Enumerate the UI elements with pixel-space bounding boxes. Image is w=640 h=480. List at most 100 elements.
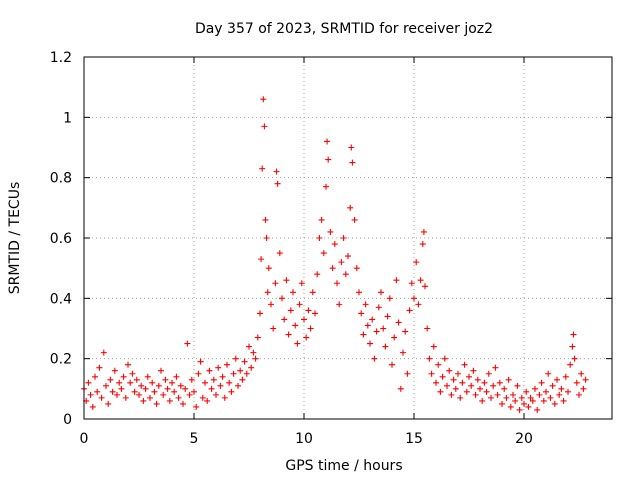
- y-tick-label: 0.2: [50, 352, 72, 368]
- data-point: [197, 358, 204, 365]
- data-point: [448, 391, 455, 398]
- data-point: [485, 370, 492, 377]
- data-point: [237, 367, 244, 374]
- data-point: [518, 394, 525, 401]
- data-point: [175, 394, 182, 401]
- data-point: [268, 301, 274, 308]
- data-point: [184, 340, 191, 347]
- data-point: [470, 367, 477, 374]
- data-point: [331, 241, 338, 248]
- data-point: [262, 216, 269, 223]
- data-point: [210, 376, 217, 383]
- data-point: [147, 394, 153, 401]
- data-point: [510, 391, 516, 398]
- data-point: [455, 370, 461, 377]
- data-point: [534, 406, 541, 413]
- data-point: [136, 391, 142, 398]
- data-point: [105, 400, 112, 407]
- data-point: [580, 385, 587, 392]
- data-point: [492, 364, 499, 371]
- data-points: [81, 96, 589, 413]
- data-point: [324, 138, 331, 145]
- data-point: [367, 340, 373, 347]
- data-point: [264, 289, 271, 296]
- data-point: [386, 295, 393, 302]
- data-point: [191, 388, 197, 395]
- data-point: [199, 394, 206, 401]
- data-point: [494, 391, 501, 398]
- data-point: [408, 280, 415, 287]
- data-point: [551, 400, 558, 407]
- data-point: [307, 325, 314, 332]
- data-point: [259, 165, 266, 172]
- data-point: [345, 253, 351, 260]
- data-point: [435, 361, 442, 368]
- data-point: [279, 295, 285, 302]
- data-point: [373, 328, 380, 335]
- data-point: [415, 301, 422, 308]
- data-point: [417, 277, 424, 284]
- data-point: [459, 379, 466, 386]
- data-point: [565, 388, 571, 395]
- data-point: [206, 367, 213, 374]
- data-point: [100, 349, 107, 356]
- data-point: [420, 228, 427, 235]
- grid-lines: [84, 57, 612, 419]
- data-point: [547, 394, 554, 401]
- data-point: [290, 289, 296, 296]
- y-axis-tick-labels: 0 0.2 0.4 0.6 0.8 1 1.2: [50, 50, 72, 428]
- data-point: [235, 382, 241, 389]
- data-point: [348, 144, 355, 151]
- data-point: [316, 235, 323, 241]
- data-point: [195, 370, 202, 377]
- data-point: [340, 235, 347, 241]
- data-point: [347, 204, 354, 211]
- data-point: [226, 379, 233, 386]
- data-point: [441, 355, 448, 362]
- data-point: [532, 385, 538, 392]
- data-point: [463, 388, 470, 395]
- data-point: [287, 307, 294, 314]
- data-point: [193, 403, 200, 410]
- data-point: [461, 361, 468, 368]
- data-point: [433, 379, 439, 386]
- data-point: [499, 400, 505, 407]
- data-point: [122, 394, 129, 401]
- data-point: [349, 159, 356, 166]
- data-point: [309, 289, 316, 296]
- data-point: [569, 343, 576, 350]
- data-point: [239, 376, 246, 383]
- data-point: [503, 394, 510, 401]
- data-point: [378, 289, 384, 296]
- data-point: [243, 370, 250, 377]
- data-point: [457, 394, 464, 401]
- data-point: [338, 259, 345, 266]
- data-point: [576, 391, 582, 398]
- y-tick-label: 0.8: [50, 171, 72, 187]
- data-point: [305, 307, 312, 314]
- data-point: [384, 313, 391, 320]
- chart-title: Day 357 of 2023, SRMTID for receiver joz…: [195, 21, 493, 37]
- data-point: [358, 310, 365, 317]
- data-point: [512, 397, 519, 404]
- data-point: [125, 361, 131, 368]
- data-point: [283, 277, 290, 284]
- data-point: [162, 376, 169, 383]
- data-point: [94, 388, 101, 395]
- data-point: [516, 406, 523, 413]
- data-point: [389, 361, 395, 368]
- data-point: [501, 385, 508, 392]
- data-point: [258, 256, 265, 263]
- data-point: [483, 388, 490, 395]
- data-point: [567, 361, 574, 368]
- data-point: [85, 379, 92, 386]
- data-point: [472, 391, 479, 398]
- data-point: [507, 403, 514, 410]
- data-point: [270, 325, 277, 332]
- data-point: [562, 373, 569, 380]
- data-point: [428, 370, 435, 377]
- x-axis-label: GPS time / hours: [285, 458, 402, 474]
- data-point: [158, 367, 164, 374]
- data-point: [540, 397, 547, 404]
- data-point: [312, 310, 318, 317]
